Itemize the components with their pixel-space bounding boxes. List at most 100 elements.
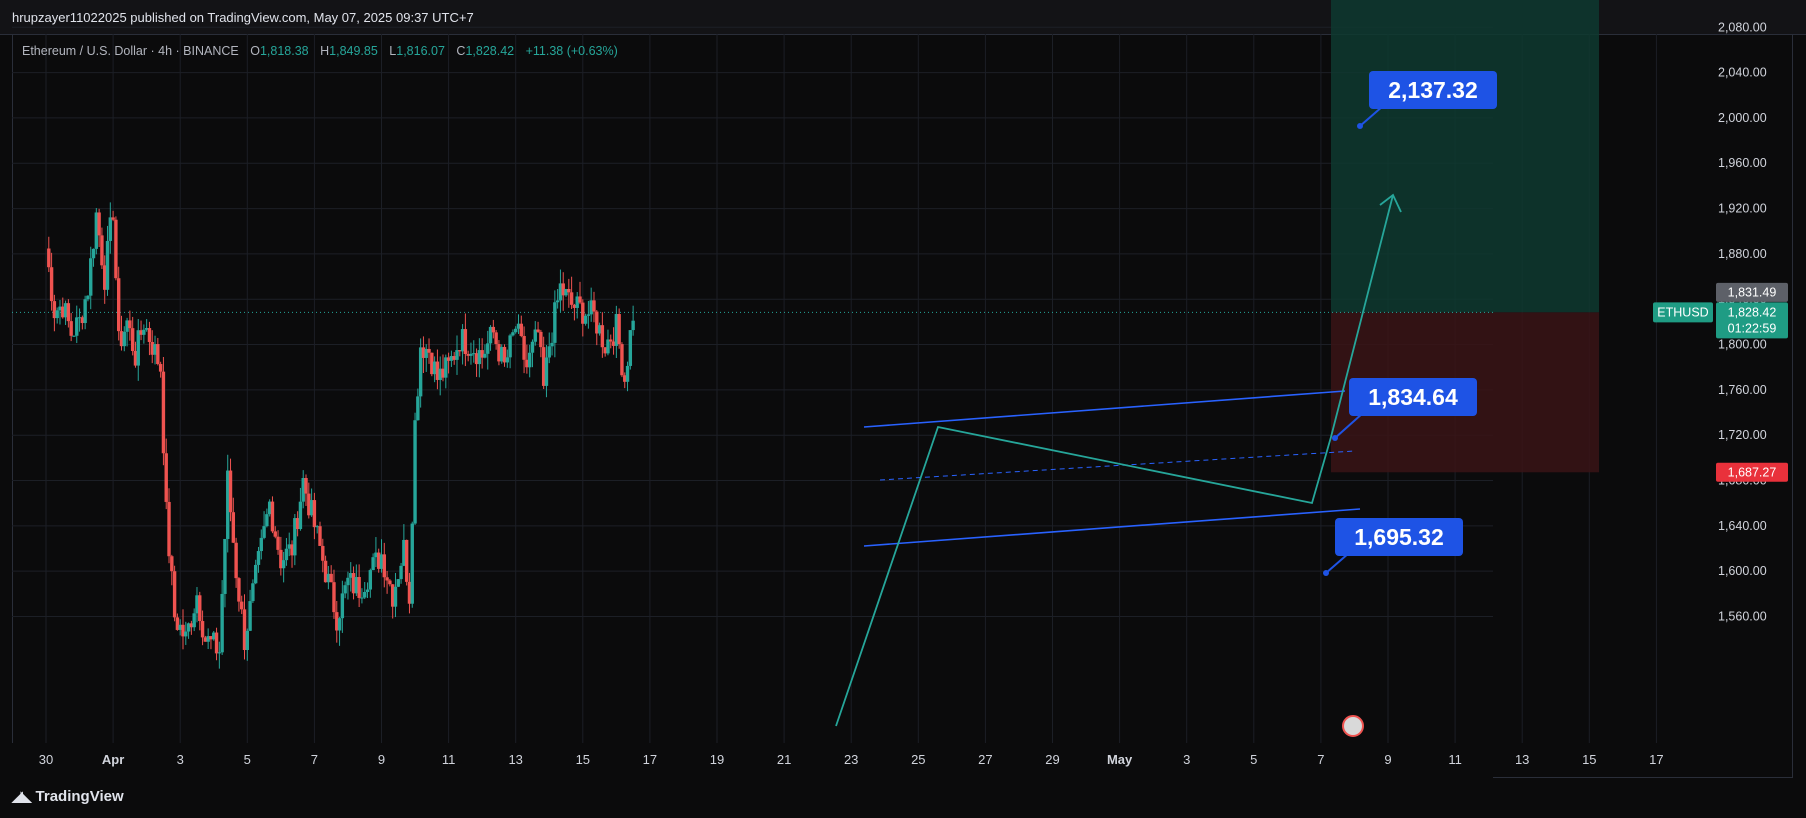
projection-arrowhead xyxy=(1379,193,1402,213)
candle-body xyxy=(539,331,543,348)
candle-body xyxy=(293,518,297,556)
x-tick-label: 11 xyxy=(442,752,456,767)
candle-body xyxy=(458,350,462,352)
candle-body xyxy=(483,353,487,358)
callouts: 2,137.32 1,834.64 1,695.32 xyxy=(1323,71,1497,576)
candle-body xyxy=(497,344,501,362)
x-tick-label: 11 xyxy=(1448,752,1462,767)
candle-body xyxy=(105,240,110,290)
candle-body xyxy=(511,332,515,336)
candle-body xyxy=(108,217,113,241)
candle-body xyxy=(597,325,602,334)
candle-body xyxy=(550,342,554,347)
candle-body xyxy=(561,283,565,296)
candle-body xyxy=(595,311,599,334)
candle-body xyxy=(346,577,350,586)
target-zone xyxy=(1331,0,1599,313)
candle-body xyxy=(139,330,143,335)
x-tick-label: 3 xyxy=(177,752,184,767)
drawings xyxy=(835,193,1402,727)
candle-body xyxy=(298,501,303,530)
symbol-title[interactable]: Ethereum / U.S. Dollar · 4h · BINANCE xyxy=(22,44,239,58)
stop-price-tag: 1,687.27 xyxy=(1728,465,1777,479)
candle-body xyxy=(421,347,426,358)
candle-body xyxy=(547,346,551,358)
y-tick-label: 2,080.00 xyxy=(1718,20,1767,34)
candle-body xyxy=(390,584,395,607)
x-tick-label: 25 xyxy=(911,752,925,767)
candle-body xyxy=(564,289,568,296)
candle-body xyxy=(435,361,440,380)
candle-body xyxy=(91,248,96,259)
breakout-callout: 1,834.64 xyxy=(1368,384,1458,410)
candles xyxy=(0,202,1493,783)
candle-body xyxy=(441,368,445,378)
candle-body xyxy=(555,300,560,303)
candle-body xyxy=(150,341,154,355)
candle-body xyxy=(527,352,532,368)
candle-body xyxy=(631,320,635,331)
symbol-tag-bg xyxy=(1653,302,1713,323)
us-flag-icon xyxy=(1342,715,1364,737)
chart-grid xyxy=(12,26,1657,743)
candle-body xyxy=(321,545,325,561)
candle-body xyxy=(203,637,208,642)
candle-body xyxy=(279,549,283,569)
candle-body xyxy=(536,329,540,332)
candle-body xyxy=(583,315,588,324)
candle-body xyxy=(231,512,236,543)
change-value: +11.38 (+0.63%) xyxy=(525,44,618,58)
candle-body xyxy=(164,453,168,502)
candle-body xyxy=(377,552,381,569)
candle-body xyxy=(119,331,124,347)
position-zones xyxy=(12,0,1599,473)
candle-body xyxy=(404,539,409,582)
candle-body xyxy=(365,589,370,592)
candle-body xyxy=(572,304,577,308)
candle-body xyxy=(295,518,300,530)
candle-body xyxy=(416,396,420,421)
candle-body xyxy=(270,501,275,532)
candle-body xyxy=(214,632,219,654)
candle-body xyxy=(206,636,210,642)
candle-body xyxy=(393,586,398,607)
candle-body xyxy=(161,371,166,454)
low-label: L xyxy=(389,44,397,58)
open-value: 1,818.38 xyxy=(259,44,309,58)
candle-body xyxy=(77,317,82,319)
channel-lower-line xyxy=(863,508,1361,547)
candle-body xyxy=(553,302,557,343)
footer xyxy=(0,780,1806,818)
candle-body xyxy=(170,556,174,572)
candle-body xyxy=(167,501,171,557)
x-tick-label: 5 xyxy=(244,752,251,767)
candle-body xyxy=(307,493,311,516)
candle-body xyxy=(212,632,216,640)
candle-body xyxy=(589,300,593,315)
candle-body xyxy=(58,306,62,311)
candle-body xyxy=(349,573,353,578)
candle-body xyxy=(323,560,328,583)
candle-body xyxy=(628,330,633,366)
candle-body xyxy=(413,420,417,524)
channel-upper-line xyxy=(863,390,1346,428)
candle-body xyxy=(69,321,73,336)
top-price-tag-bg xyxy=(1716,282,1788,302)
candle-body xyxy=(430,352,434,375)
candle-body xyxy=(620,344,624,376)
candle-body xyxy=(144,328,149,330)
candle-body xyxy=(253,564,258,584)
tradingview-logo[interactable]: ◢◣ TradingView xyxy=(12,788,124,805)
candle-body xyxy=(189,623,194,628)
candle-body xyxy=(49,267,54,302)
x-tick-label: 13 xyxy=(1515,752,1529,767)
axes: 2,200.002,160.002,120.002,080.002,040.00… xyxy=(39,20,1767,767)
candle-body xyxy=(172,571,177,618)
stop-price-tag-bg xyxy=(1716,462,1788,482)
candle-body xyxy=(469,353,473,356)
y-tick-label: 1,880.00 xyxy=(1718,247,1767,261)
candle-body xyxy=(181,624,185,637)
candle-body xyxy=(262,526,266,538)
candle-body xyxy=(432,361,437,375)
